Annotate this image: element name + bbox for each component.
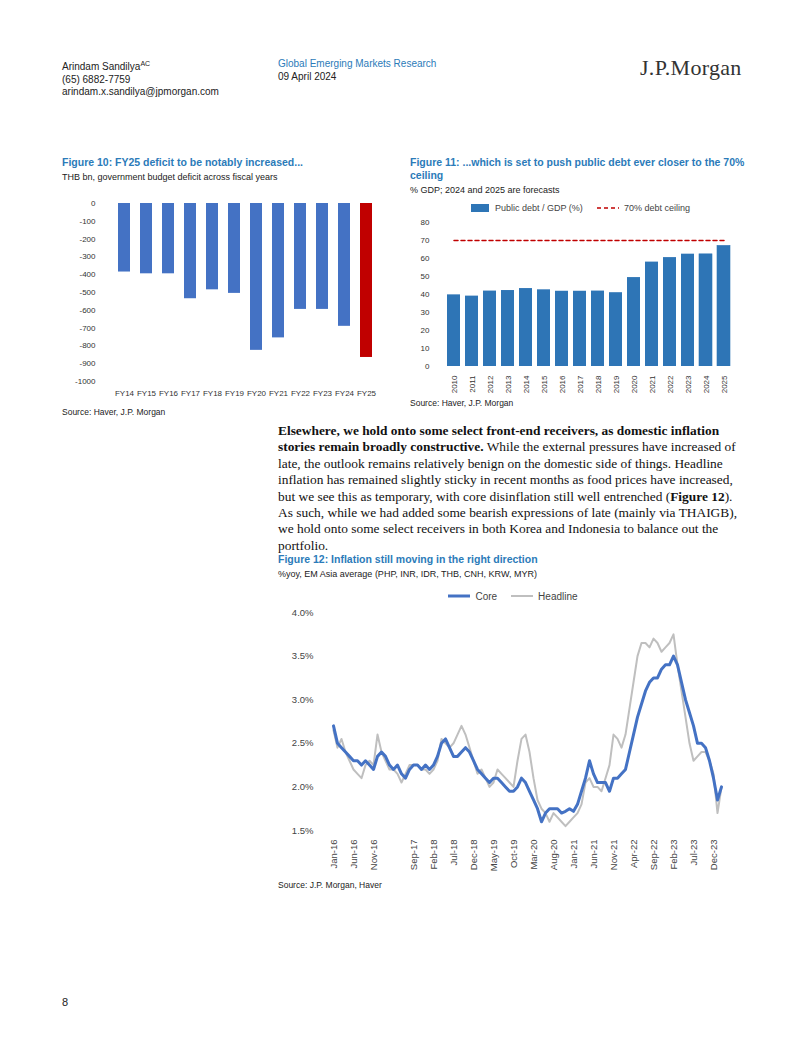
svg-text:2025: 2025	[720, 375, 729, 393]
svg-text:2024: 2024	[702, 375, 711, 393]
svg-text:Mar-20: Mar-20	[528, 840, 539, 870]
svg-text:FY23: FY23	[313, 389, 333, 398]
svg-text:2013: 2013	[504, 375, 513, 393]
svg-text:2015: 2015	[540, 375, 549, 393]
svg-text:Nov-16: Nov-16	[368, 840, 379, 871]
svg-text:Jun-16: Jun-16	[348, 840, 359, 869]
svg-text:Jul-23: Jul-23	[688, 840, 699, 866]
svg-text:2023: 2023	[684, 375, 693, 393]
svg-text:FY21: FY21	[269, 389, 289, 398]
svg-text:2020: 2020	[630, 375, 639, 393]
svg-text:FY20: FY20	[247, 389, 267, 398]
html-text:J.P.Morgan: J.P.Morgan	[640, 55, 742, 80]
svg-text:2010: 2010	[450, 375, 459, 393]
svg-text:Sep-22: Sep-22	[648, 840, 659, 871]
svg-text:2018: 2018	[594, 375, 603, 393]
svg-text:1.5%: 1.5%	[292, 825, 314, 836]
svg-text:Jun-21: Jun-21	[588, 840, 599, 869]
svg-text:Aug-20: Aug-20	[548, 840, 559, 871]
html-text:Source: Haver, J.P. Morgan: Source: Haver, J.P. Morgan	[62, 407, 166, 417]
svg-text:2.0%: 2.0%	[292, 781, 314, 792]
svg-text:70: 70	[421, 236, 430, 245]
svg-text:Dec-18: Dec-18	[468, 840, 479, 871]
svg-text:-500: -500	[79, 288, 96, 297]
svg-text:2016: 2016	[558, 375, 567, 393]
svg-text:Jan-21: Jan-21	[568, 840, 579, 869]
html-text:%yoy, EM Asia average (PHP, IN: %yoy, EM Asia average (PHP, INR, IDR, TH…	[278, 569, 537, 579]
svg-text:0: 0	[425, 362, 430, 371]
svg-text:FY22: FY22	[291, 389, 311, 398]
svg-text:Dec-23: Dec-23	[708, 840, 719, 871]
svg-text:FY18: FY18	[203, 389, 223, 398]
html-text:THB bn, government budget defi: THB bn, government budget deficit across…	[62, 172, 278, 182]
svg-text:-200: -200	[79, 235, 96, 244]
svg-text:2017: 2017	[576, 375, 585, 393]
html-text:Figure 12: Inflation still mov: Figure 12: Inflation still moving in the…	[278, 553, 538, 565]
svg-text:2021: 2021	[648, 375, 657, 393]
svg-text:-700: -700	[79, 324, 96, 333]
html-text:% GDP; 2024 and 2025 are forec: % GDP; 2024 and 2025 are forecasts	[410, 185, 560, 195]
svg-text:Apr-22: Apr-22	[628, 840, 639, 869]
svg-text:40: 40	[421, 290, 430, 299]
svg-text:Nov-21: Nov-21	[608, 840, 619, 871]
svg-text:0: 0	[91, 199, 96, 208]
svg-text:FY15: FY15	[137, 389, 157, 398]
html-text:(65) 6882-7759: (65) 6882-7759	[62, 73, 131, 85]
html-text:Source: J.P. Morgan, Haver: Source: J.P. Morgan, Haver	[278, 880, 382, 890]
html-text:70% debt ceiling: 70% debt ceiling	[623, 203, 690, 213]
svg-text:Jul-18: Jul-18	[448, 840, 459, 866]
svg-text:May-19: May-19	[488, 840, 499, 872]
svg-text:Jan-16: Jan-16	[328, 840, 339, 869]
html-text:Headline: Headline	[538, 590, 578, 602]
html-text:Arindam SandilyaAC: Arindam SandilyaAC	[62, 60, 151, 73]
svg-text:FY19: FY19	[225, 389, 245, 398]
svg-text:80: 80	[421, 218, 430, 227]
html-text:8: 8	[62, 996, 69, 1008]
svg-text:Feb-23: Feb-23	[668, 840, 679, 870]
svg-text:50: 50	[421, 272, 430, 281]
svg-text:2011: 2011	[468, 375, 477, 393]
svg-text:2.5%: 2.5%	[292, 737, 314, 748]
svg-text:30: 30	[421, 308, 430, 317]
svg-text:FY24: FY24	[335, 389, 355, 398]
html-text:Figure 11: ...which is set to: Figure 11: ...which is set to push publi…	[410, 156, 745, 181]
svg-text:Sep-17: Sep-17	[408, 840, 419, 871]
svg-text:-1000: -1000	[75, 377, 96, 386]
html-text:Core: Core	[475, 590, 498, 602]
svg-text:2014: 2014	[522, 375, 531, 393]
svg-text:FY17: FY17	[181, 389, 201, 398]
svg-text:-800: -800	[79, 341, 96, 350]
svg-text:3.5%: 3.5%	[292, 650, 314, 661]
html-text:Elsewhere, we hold onto some s: Elsewhere, we hold onto some select fron…	[278, 423, 737, 553]
svg-text:FY14: FY14	[115, 389, 135, 398]
html-text:arindam.x.sandilya@jpmorgan.co: arindam.x.sandilya@jpmorgan.com	[62, 86, 219, 98]
html-text:Source: Haver, J.P. Morgan: Source: Haver, J.P. Morgan	[410, 398, 514, 408]
html-text:09 April 2024: 09 April 2024	[278, 70, 337, 82]
svg-text:2019: 2019	[612, 375, 621, 393]
svg-text:2012: 2012	[486, 375, 495, 393]
svg-text:-300: -300	[79, 252, 96, 261]
svg-text:-600: -600	[79, 306, 96, 315]
svg-text:-100: -100	[79, 217, 96, 226]
svg-text:Oct-19: Oct-19	[508, 840, 519, 869]
html-text:Figure 10: FY25 deficit to be: Figure 10: FY25 deficit to be notably in…	[62, 156, 303, 168]
html-text:Public debt / GDP (%): Public debt / GDP (%)	[495, 203, 583, 213]
svg-text:10: 10	[421, 344, 430, 353]
svg-text:FY16: FY16	[159, 389, 179, 398]
svg-text:Feb-18: Feb-18	[428, 840, 439, 870]
svg-text:60: 60	[421, 254, 430, 263]
svg-text:20: 20	[421, 326, 430, 335]
svg-text:-400: -400	[79, 270, 96, 279]
svg-text:3.0%: 3.0%	[292, 694, 314, 705]
html-text:Global Emerging Markets Resear: Global Emerging Markets Research	[278, 58, 437, 69]
svg-text:4.0%: 4.0%	[292, 607, 314, 618]
svg-text:-900: -900	[79, 359, 96, 368]
svg-text:FY25: FY25	[357, 389, 377, 398]
svg-text:2022: 2022	[666, 375, 675, 393]
